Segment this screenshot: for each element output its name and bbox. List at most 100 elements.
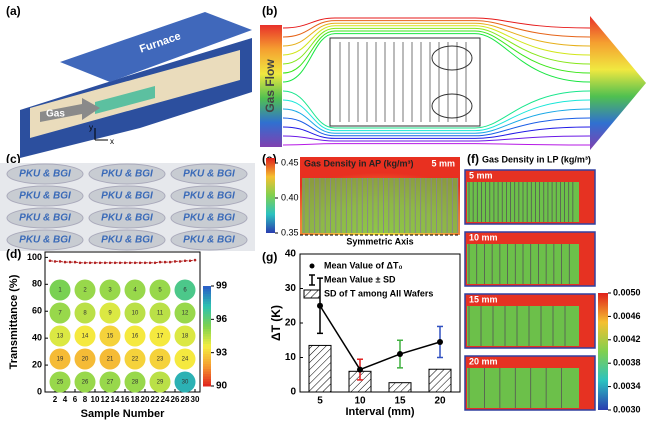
x-tick-label: 10: [354, 396, 366, 407]
outlet-arrow: [590, 16, 646, 150]
wafer: [170, 207, 248, 229]
mean-point: [397, 351, 403, 358]
x-tick-label: 18: [131, 395, 140, 404]
data-point: [48, 259, 52, 263]
streamline: [282, 90, 591, 129]
data-point: [163, 260, 167, 264]
colorbar-tick-label: 99: [216, 281, 228, 292]
streamline: [282, 135, 591, 142]
data-point: [138, 261, 142, 265]
wafer-number: 14: [82, 334, 89, 340]
wafer-map-cell: [124, 279, 146, 301]
x-tick-label: 15: [394, 396, 406, 407]
colorbar-segment: [203, 336, 211, 339]
mean-point: [357, 366, 363, 373]
panel-label: (d): [6, 247, 21, 261]
wafer-map-cell: [74, 348, 96, 370]
y-axis-label: Transmittance (%): [8, 274, 20, 369]
colorbar-segment: [203, 306, 211, 309]
wafer-map-cell: [174, 302, 196, 324]
gas-flow-label: Gas Flow: [263, 59, 277, 113]
lp-gap: 15 mm: [469, 294, 498, 304]
wafer-number: 20: [82, 357, 89, 363]
lp-gap: 10 mm: [469, 232, 498, 242]
streamline: [282, 22, 591, 47]
wafer-map-cell: [174, 371, 196, 393]
wafer-map-cell: [99, 371, 121, 393]
x-tick-label: 16: [121, 395, 130, 404]
legend-label: Mean Value of ΔT₀: [324, 260, 403, 270]
wafer-map-cell: [99, 348, 121, 370]
wafer-map-cell: [124, 325, 146, 347]
streamline: [282, 25, 591, 56]
data-point: [153, 261, 157, 265]
wafer-number: 10: [132, 311, 139, 317]
wafer-map-cell: [99, 279, 121, 301]
wafer: [170, 185, 248, 207]
colorbar-segment: [203, 321, 211, 324]
wafer-map-cell: [99, 302, 121, 324]
mean-line: [319, 305, 441, 371]
wafer-text: PKU & BGI: [183, 169, 235, 180]
wafer-number: 25: [57, 380, 64, 386]
mean-point: [437, 338, 443, 345]
colorbar-segment: [203, 301, 211, 304]
wafer-map-cell: [174, 325, 196, 347]
colorbar-segment: [203, 373, 211, 377]
wafer-number: 5: [158, 288, 162, 294]
x-tick-label: 4: [63, 395, 68, 404]
wafer-number: 7: [58, 311, 62, 317]
lp-title: Gas Density in LP (kg/m³): [482, 154, 591, 164]
scale-tick-label: 0.35: [281, 227, 299, 237]
wafer-number: 29: [157, 380, 164, 386]
colorbar-segment: [203, 371, 211, 374]
colorbar-segment: [203, 368, 211, 372]
data-point: [148, 261, 152, 265]
y-tick-label: 40: [285, 249, 297, 260]
colorbar-segment: [203, 293, 211, 297]
colorbar-segment: [203, 361, 211, 364]
colorbar-segment: [203, 286, 211, 289]
colorbar-segment: [203, 313, 211, 317]
x-tick-label: 26: [171, 395, 180, 404]
panel-label: (f): [467, 152, 479, 166]
wafer-text: PKU & BGI: [101, 235, 153, 246]
data-point: [78, 261, 82, 265]
inlet-bar: [260, 25, 282, 147]
wafer-map-cell: [74, 325, 96, 347]
wafer: [6, 185, 84, 207]
wafer-text: PKU & BGI: [183, 213, 235, 224]
data-point: [53, 260, 57, 263]
wafer-number: 19: [57, 357, 64, 363]
data-point: [123, 261, 127, 265]
data-point: [108, 261, 112, 265]
wafer-map-cell: [49, 371, 71, 393]
wafer-number: 23: [157, 357, 164, 363]
streamline: [282, 17, 591, 29]
wafer: [6, 163, 84, 185]
wafer-map-cell: [49, 325, 71, 347]
data-point: [193, 258, 197, 262]
data-point: [103, 261, 107, 265]
plot-frame: [44, 251, 201, 393]
colorbar-segment: [203, 311, 211, 314]
wafer-map-cell: [174, 348, 196, 370]
wafer-number: 27: [107, 380, 114, 386]
wafer-map-cell: [49, 348, 71, 370]
colorbar-segment: [203, 358, 211, 362]
colorbar-segment: [203, 326, 211, 329]
wafer: [170, 163, 248, 185]
lp-green-zone: [467, 368, 579, 408]
data-point: [143, 261, 147, 265]
scale-tick-label: 0.0042: [613, 334, 641, 344]
wafer-text: PKU & BGI: [101, 213, 153, 224]
data-point: [113, 261, 117, 265]
wafer-number: 21: [107, 357, 114, 363]
wafer-text: PKU & BGI: [183, 191, 235, 202]
wafer-number: 13: [57, 334, 64, 340]
y-tick-label: 10: [285, 352, 297, 363]
panel-label: (b): [262, 4, 277, 18]
scale-tick-label: 0.0046: [613, 311, 641, 321]
lp-scale-bar: [598, 293, 608, 410]
wafer-number: 18: [182, 334, 189, 340]
